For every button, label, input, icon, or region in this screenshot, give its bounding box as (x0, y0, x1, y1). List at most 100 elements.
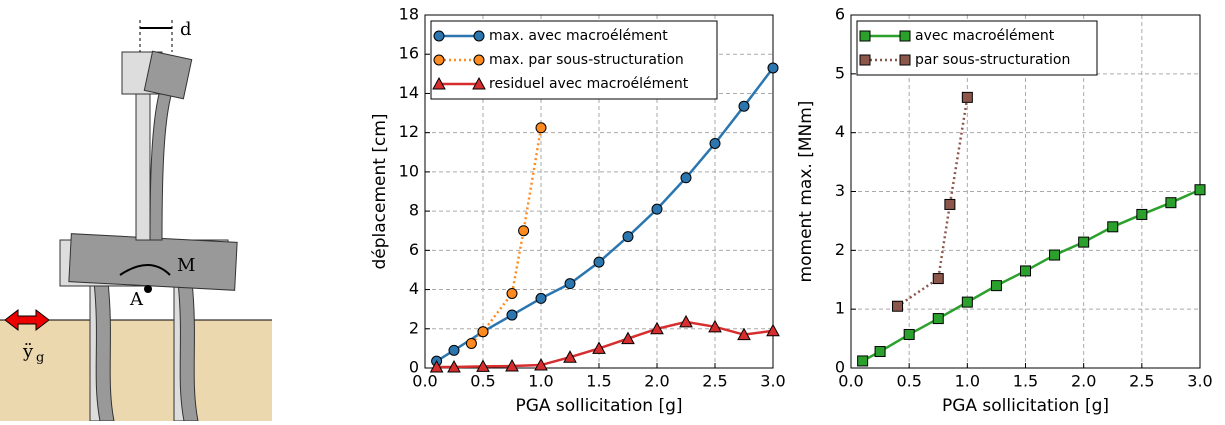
legend-marker (899, 54, 911, 66)
marker (429, 359, 444, 373)
x-tick-label: 2.5 (1129, 372, 1154, 391)
marker (477, 326, 489, 338)
y-axis-label: moment max. [MNm] (796, 101, 816, 283)
legend-marker (899, 30, 911, 42)
legend-marker (432, 76, 446, 90)
y-tick-label: 4 (835, 122, 845, 141)
marker (518, 225, 530, 237)
marker (892, 300, 904, 312)
marker (1165, 197, 1177, 209)
marker (447, 359, 461, 373)
marker (505, 358, 519, 372)
label-d: d (180, 19, 192, 40)
marker (564, 278, 576, 290)
marker (679, 314, 693, 328)
series-line (435, 67, 774, 363)
y-tick-label: 3 (835, 181, 845, 200)
marker (680, 172, 692, 184)
marker (932, 273, 944, 285)
x-tick-label: 1.5 (1013, 372, 1038, 391)
marker (961, 91, 973, 103)
marker (621, 331, 635, 345)
moment-arrow (119, 264, 171, 276)
marker (1107, 221, 1119, 233)
y-tick-label: 6 (409, 240, 419, 259)
plot-frame (424, 14, 774, 369)
marker (857, 355, 869, 367)
label-ground-sub: g (36, 351, 44, 366)
marker (932, 313, 944, 325)
legend-marker (859, 54, 871, 66)
y-tick-label: 10 (399, 161, 419, 180)
y-tick-label: 2 (409, 318, 419, 337)
y-tick-label: 4 (409, 279, 419, 298)
y-tick-label: 18 (399, 5, 419, 24)
label-ground: ÿ (22, 341, 34, 362)
marker (650, 321, 664, 335)
y-tick-label: 2 (835, 240, 845, 259)
legend-label: residuel avec macroélément (489, 76, 689, 92)
marker (651, 203, 663, 215)
legend-marker (473, 30, 485, 42)
x-tick-label: 3.0 (760, 372, 785, 391)
marker (476, 359, 490, 372)
marker (1078, 236, 1090, 248)
legend-box (856, 20, 1098, 76)
legend-label: avec macroélément (915, 28, 1055, 44)
marker (534, 358, 548, 371)
legend-label: max. par sous-structuration (489, 52, 684, 68)
marker (738, 100, 750, 112)
x-tick-label: 1.0 (955, 372, 980, 391)
x-tick-label: 2.0 (1071, 372, 1096, 391)
marker (944, 198, 956, 210)
label-a: A (129, 289, 144, 310)
marker (592, 341, 606, 354)
y-tick-label: 0 (409, 358, 419, 377)
marker (622, 231, 634, 243)
y-tick-label: 12 (399, 122, 419, 141)
cap-rotated (68, 233, 238, 291)
marker (1020, 265, 1031, 277)
y-tick-label: 1 (835, 299, 845, 318)
pier-deformed (149, 89, 173, 241)
marker (961, 296, 973, 308)
y-tick-label: 14 (399, 83, 419, 102)
marker (1194, 184, 1206, 196)
legend-marker (433, 30, 445, 42)
marker (990, 280, 1002, 292)
marker (709, 137, 721, 149)
series-line (896, 97, 969, 308)
marker (535, 292, 547, 304)
marker (448, 344, 460, 356)
marker (1136, 208, 1148, 220)
y-tick-label: 5 (835, 63, 845, 82)
diagram: d M A ÿ g (0, 19, 272, 422)
x-tick-label: 3.0 (1187, 372, 1212, 391)
marker (465, 337, 477, 349)
legend-marker (473, 54, 485, 66)
point-a (144, 285, 152, 293)
marker (535, 122, 547, 134)
marker (708, 319, 722, 333)
x-tick-label: 0.0 (838, 372, 863, 391)
x-tick-label: 1.5 (586, 372, 611, 391)
marker (563, 350, 577, 363)
marker (506, 287, 518, 299)
legend-label: max. avec macroélément (489, 28, 668, 44)
x-tick-label: 2.0 (644, 372, 669, 391)
ground (0, 320, 272, 421)
y-tick-label: 8 (409, 201, 419, 220)
x-tick-label: 0.0 (412, 372, 437, 391)
legend-marker (472, 76, 486, 90)
marker (593, 256, 605, 268)
x-tick-label: 1.0 (528, 372, 553, 391)
y-tick-label: 0 (835, 358, 845, 377)
legend-marker (433, 54, 445, 66)
marker (506, 309, 518, 321)
x-tick-label: 0.5 (896, 372, 921, 391)
y-tick-label: 6 (835, 5, 845, 24)
y-tick-label: 16 (399, 44, 419, 63)
x-tick-label: 2.5 (702, 372, 727, 391)
